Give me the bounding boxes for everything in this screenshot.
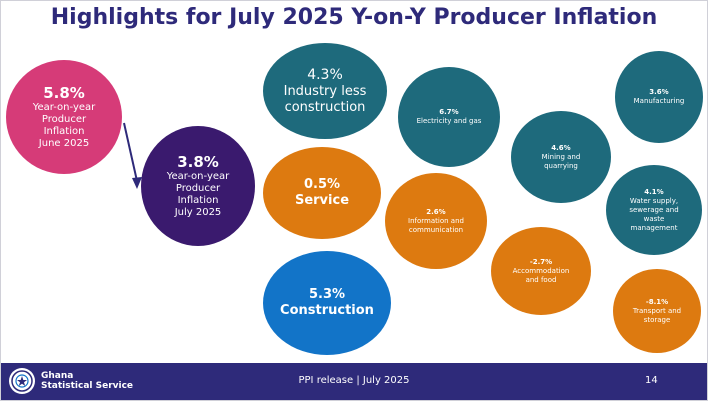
service-label: Service	[294, 193, 350, 208]
construction-bubble: 5.3% Construction	[263, 251, 391, 355]
slide-title: Highlights for July 2025 Y-on-Y Producer…	[50, 5, 658, 30]
overall-june-label-2: Producer	[41, 114, 87, 125]
water-value: 4.1%	[644, 187, 664, 196]
info-comm-label-2: communication	[408, 225, 464, 234]
transport-value: -8.1%	[645, 297, 669, 306]
overall-june-value: 5.8%	[43, 84, 85, 102]
overall-july-label-1: Year-on-year	[166, 171, 230, 182]
water-label-4: management	[630, 223, 678, 232]
page-number: 14	[645, 375, 658, 386]
water-label-3: waste	[643, 214, 665, 223]
industry-label-2: construction	[284, 99, 366, 115]
information-communication-bubble: 2.6% Information and communication	[385, 173, 487, 269]
overall-june-label-1: Year-on-year	[32, 102, 96, 113]
industry-label-1: Industry less	[283, 83, 367, 99]
industry-less-construction-bubble: 4.3% Industry less construction	[263, 43, 387, 139]
electricity-gas-label: Electricity and gas	[416, 117, 482, 125]
overall-june-label-3: Inflation	[43, 126, 85, 137]
electricity-gas-value: 6.7%	[439, 108, 459, 116]
org-name-line-1: Ghana	[41, 371, 74, 381]
service-bubble: 0.5% Service	[263, 147, 381, 239]
overall-july-label-4: July 2025	[174, 207, 222, 218]
manufacturing-value: 3.6%	[649, 88, 669, 96]
overall-july-bubble: 3.8% Year-on-year Producer Inflation Jul…	[141, 126, 255, 246]
transport-storage-bubble: -8.1% Transport and storage	[613, 269, 701, 353]
electricity-gas-bubble: 6.7% Electricity and gas	[398, 67, 500, 167]
service-value: 0.5%	[303, 177, 341, 192]
ghana-statistical-service-logo	[9, 368, 35, 394]
manufacturing-bubble: 3.6% Manufacturing	[615, 51, 703, 143]
overall-june-label-4: June 2025	[38, 138, 90, 149]
construction-value: 5.3%	[308, 287, 346, 302]
construction-label: Construction	[280, 303, 374, 318]
industry-value: 4.3%	[307, 66, 343, 83]
overall-july-value: 3.8%	[177, 153, 219, 171]
mining-label-1: Mining and	[541, 152, 581, 161]
footer-bar: Ghana Statistical Service PPI release | …	[1, 363, 707, 400]
accommodation-label-2: and food	[525, 275, 557, 284]
overall-july-label-2: Producer	[175, 183, 221, 194]
water-supply-bubble: 4.1% Water supply, sewerage and waste ma…	[606, 165, 702, 255]
info-comm-value: 2.6%	[426, 207, 446, 216]
accommodation-label-1: Accommodation	[512, 266, 570, 275]
mining-quarrying-bubble: 4.6% Mining and quarrying	[511, 111, 611, 203]
transport-label-1: Transport and	[632, 306, 682, 315]
org-name: Ghana Statistical Service	[41, 371, 133, 391]
manufacturing-label: Manufacturing	[633, 97, 685, 105]
mining-value: 4.6%	[551, 143, 571, 152]
info-comm-label-1: Information and	[408, 216, 464, 225]
accommodation-value: -2.7%	[529, 257, 553, 266]
overall-july-label-3: Inflation	[177, 195, 219, 206]
water-label-2: sewerage and	[629, 205, 679, 214]
accommodation-food-bubble: -2.7% Accommodation and food	[491, 227, 591, 315]
overall-june-bubble: 5.8% Year-on-year Producer Inflation Jun…	[6, 60, 122, 174]
mining-label-2: quarrying	[544, 161, 578, 170]
water-label-1: Water supply,	[629, 196, 679, 205]
org-name-line-2: Statistical Service	[41, 381, 134, 391]
transport-label-2: storage	[643, 315, 671, 324]
release-label: PPI release | July 2025	[298, 375, 410, 386]
